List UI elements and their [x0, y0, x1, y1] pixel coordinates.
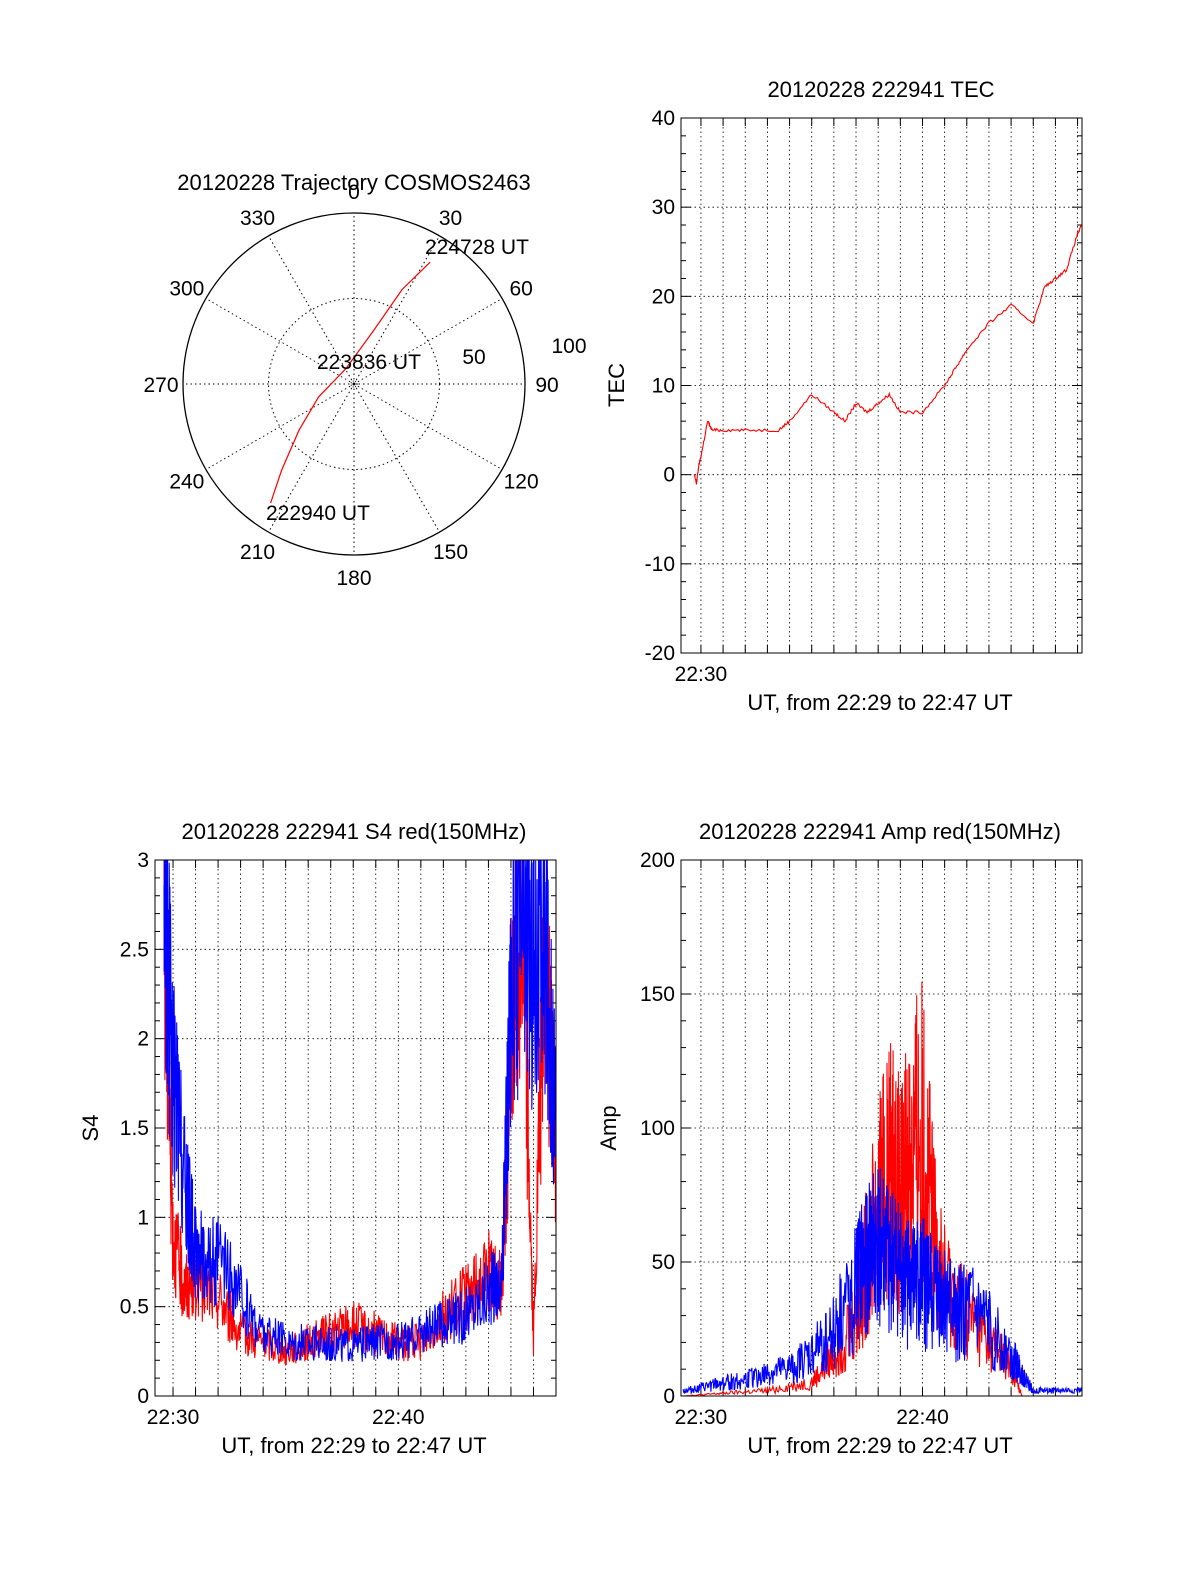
s4-ytick-label: 3 [137, 849, 149, 872]
polar-spoke [268, 383, 355, 533]
amp-y-tick-labels: 0 50 100 150 200 [640, 849, 675, 1408]
amp-series-blue-line [682, 1168, 1083, 1396]
polar-azimuth-label: 180 [336, 567, 371, 590]
s4-ytick-label: 1.5 [120, 1117, 149, 1140]
polar-azimuth-label: 150 [433, 541, 468, 564]
tec-grid [681, 117, 1082, 654]
amp-panel: 20120228 222941 Amp red(150MHz) 0 50 100 15… [596, 819, 1083, 1458]
amp-xtick-label: 22:30 [675, 1406, 728, 1429]
amp-title: 20120228 222941 Amp red(150MHz) [699, 819, 1061, 844]
tec-panel: 20120228 222941 TEC -20 -10 0 10 20 30 40 22:3… [604, 77, 1083, 715]
trajectory-start-label: 222940 UT [266, 502, 370, 525]
polar-azimuth-labels: 0 30 60 90 120 150 180 210 240 270 300 330 [143, 181, 558, 590]
polar-radius-label-100: 100 [551, 335, 586, 358]
polar-radius-label-50: 50 [462, 346, 485, 369]
amp-series-red-line [683, 981, 1023, 1397]
amp-ytick-label: 100 [640, 1117, 675, 1140]
tec-ytick-label: 20 [652, 285, 675, 308]
polar-azimuth-label: 60 [509, 278, 532, 301]
polar-azimuth-label: 270 [143, 374, 178, 397]
amp-ytick-label: 200 [640, 849, 675, 872]
s4-x-label: UT, from 22:29 to 22:47 UT [221, 1433, 486, 1458]
polar-spoke [205, 383, 355, 470]
s4-x-tick-labels: 22:30 22:40 [147, 1406, 425, 1429]
s4-xtick-label: 22:40 [372, 1406, 425, 1429]
tec-x-label: UT, from 22:29 to 22:47 UT [747, 690, 1012, 715]
s4-y-tick-labels: 0 0.5 1 1.5 2 2.5 3 [120, 849, 149, 1408]
polar-spoke [353, 298, 503, 385]
s4-panel: 20120228 222941 S4 red(150MHz) 0 0.5 1 1.5 2… [78, 819, 557, 1458]
amp-xtick-label: 22:40 [896, 1406, 949, 1429]
tec-ytick-label: -10 [645, 553, 675, 576]
s4-title: 20120228 222941 S4 red(150MHz) [182, 819, 527, 844]
s4-frame [154, 859, 557, 1397]
s4-ytick-label: 1 [137, 1206, 149, 1229]
trajectory-end-label: 224728 UT [425, 236, 529, 259]
polar-spoke [353, 383, 440, 533]
tec-title: 20120228 222941 TEC [767, 77, 994, 102]
polar-outer-circle [182, 212, 526, 556]
polar-azimuth-label: 120 [504, 471, 539, 494]
trajectory-line [270, 261, 431, 504]
amp-y-label: Amp [596, 1105, 621, 1150]
polar-azimuth-label: 30 [439, 207, 462, 230]
polar-azimuth-label: 240 [169, 471, 204, 494]
tec-xtick-label: 22:30 [675, 663, 728, 686]
amp-frame [680, 859, 1083, 1397]
s4-ytick-label: 0 [137, 1385, 149, 1408]
tec-ytick-label: 30 [652, 196, 675, 219]
polar-azimuth-label: 90 [535, 374, 558, 397]
amp-x-label: UT, from 22:29 to 22:47 UT [747, 1433, 1012, 1458]
amp-ytick-label: 150 [640, 983, 675, 1006]
polar-spoke [353, 235, 440, 385]
amp-ytick-label: 50 [652, 1251, 675, 1274]
tec-ytick-label: 40 [652, 107, 675, 130]
polar-spoke [353, 383, 503, 470]
polar-center-marker [350, 380, 358, 388]
s4-series-blue-line [163, 859, 557, 1362]
polar-grid [182, 212, 526, 556]
trajectory-mid-label: 223836 UT [317, 351, 421, 374]
s4-ytick-label: 0.5 [120, 1296, 149, 1319]
tec-frame [680, 117, 1083, 654]
tec-y-label: TEC [604, 363, 629, 407]
s4-ytick-label: 2 [137, 1028, 149, 1051]
tec-ytick-label: -20 [645, 642, 675, 665]
trajectory-panel: 20120228 Trajectory COSMOS2463 0 30 60 90 12… [143, 170, 586, 590]
amp-ytick-label: 0 [663, 1385, 675, 1408]
trajectory-title: 20120228 Trajectory COSMOS2463 [177, 170, 530, 195]
polar-spoke [205, 298, 355, 385]
s4-xtick-label: 22:30 [147, 1406, 200, 1429]
polar-azimuth-label: 0 [348, 181, 360, 204]
polar-spoke [268, 235, 355, 385]
tec-ytick-label: 0 [663, 464, 675, 487]
tec-y-tick-labels: -20 -10 0 10 20 30 40 [645, 107, 675, 665]
polar-azimuth-label: 210 [240, 541, 275, 564]
s4-y-label: S4 [78, 1115, 103, 1142]
tec-ytick-label: 10 [652, 375, 675, 398]
tec-series-line [693, 224, 1083, 485]
polar-azimuth-label: 330 [240, 207, 275, 230]
tec-x-tick-labels: 22:30 [675, 663, 728, 686]
s4-ytick-label: 2.5 [120, 938, 149, 961]
amp-x-tick-labels: 22:30 22:40 [675, 1406, 949, 1429]
polar-azimuth-label: 300 [169, 278, 204, 301]
